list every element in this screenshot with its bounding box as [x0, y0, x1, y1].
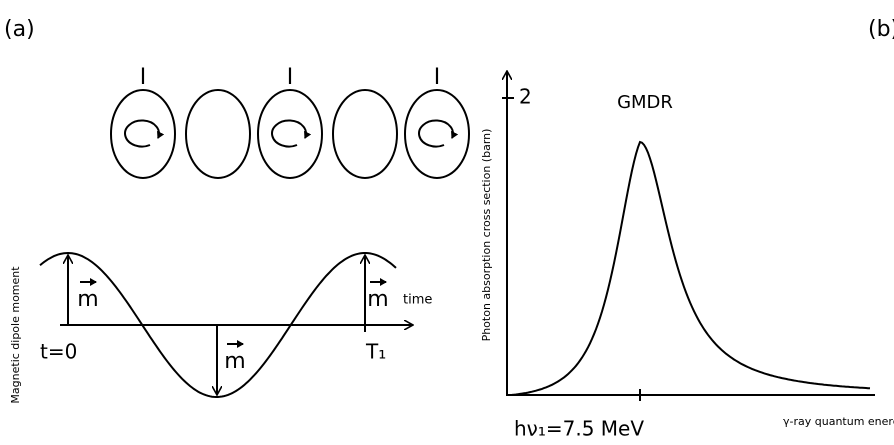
panel-label: (a) [4, 17, 35, 42]
spin-label: I [434, 65, 441, 90]
x-tick-label: hν₁=7.5 MeV [514, 417, 644, 441]
period-label: T₁ [365, 340, 386, 364]
panel-b: (b) Photon absorption cross section (bar… [480, 17, 894, 441]
moment-curve [39, 251, 397, 398]
moment-label: m [367, 287, 388, 312]
panel-label: (b) [868, 17, 894, 42]
moment-label: m [224, 349, 245, 374]
spin-label: I [287, 65, 294, 90]
panel-a: (a) I I I Magnetic dipole moment m m m t… [4, 17, 470, 404]
current-loop [418, 119, 459, 148]
nucleus [332, 89, 398, 179]
y-axis-label: Photon absorption cross section (barn) [480, 129, 493, 342]
nucleus [404, 89, 470, 179]
nuclei [110, 89, 470, 179]
y-tick-label: 2 [519, 85, 532, 109]
peak-label: GMDR [617, 92, 673, 113]
current-loop [124, 119, 165, 148]
nucleus [110, 89, 176, 179]
x-axis-label: γ-ray quantum energy [783, 415, 894, 428]
x-axis-label: time [403, 293, 432, 308]
nucleus [185, 89, 251, 179]
y-axis-label: Magnetic dipole moment [9, 266, 22, 404]
current-loop [271, 119, 312, 148]
nucleus [257, 89, 323, 179]
resonance-curve [511, 140, 871, 396]
moment-label: m [77, 287, 98, 312]
spin-label: I [140, 65, 147, 90]
start-label: t=0 [40, 340, 77, 364]
